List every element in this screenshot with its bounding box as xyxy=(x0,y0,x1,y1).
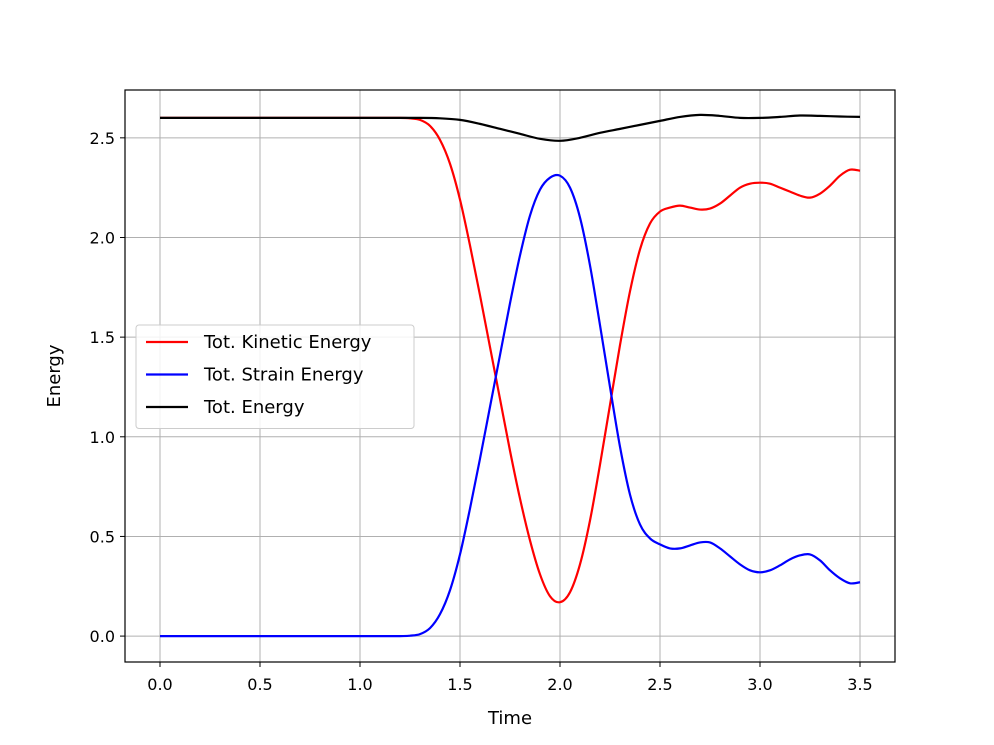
series-lines xyxy=(160,113,861,638)
total-energy-line xyxy=(160,113,861,142)
y-tick-label: 0.5 xyxy=(90,527,115,546)
legend-box xyxy=(135,324,415,429)
y-tick-label: 1.5 xyxy=(90,328,115,347)
x-tick-label: 0.5 xyxy=(247,675,272,694)
x-tick-label: 0.0 xyxy=(147,675,172,694)
kinetic-energy-line xyxy=(160,116,861,604)
legend-label: Tot. Energy xyxy=(203,397,305,418)
x-tick-label: 2.5 xyxy=(647,675,672,694)
x-tick-label: 2.0 xyxy=(547,675,572,694)
y-tick-label: 2.0 xyxy=(90,228,115,247)
y-tick-label: 0.0 xyxy=(90,627,115,646)
legend-label: Tot. Strain Energy xyxy=(203,365,364,386)
x-tick-label: 3.5 xyxy=(847,675,872,694)
x-axis-label: Time xyxy=(487,708,532,729)
x-tick-label: 1.0 xyxy=(347,675,372,694)
legend: Tot. Kinetic Energy Tot. Strain Energy Tot… xyxy=(135,324,415,429)
strain-energy-line xyxy=(160,173,861,638)
x-tick-label: 3.0 xyxy=(747,675,772,694)
x-tick-label: 1.5 xyxy=(447,675,472,694)
y-axis-label: Energy xyxy=(44,344,65,407)
axis-ticks: 0.0 0.5 1.0 1.5 2.0 2.5 3.0 3.5 0.0 0.5 1.0 1.5 2.0 2… xyxy=(90,129,873,694)
y-tick-label: 2.5 xyxy=(90,129,115,148)
y-tick-label: 1.0 xyxy=(90,428,115,447)
plot-frame xyxy=(124,89,896,663)
legend-label: Tot. Kinetic Energy xyxy=(203,332,372,353)
